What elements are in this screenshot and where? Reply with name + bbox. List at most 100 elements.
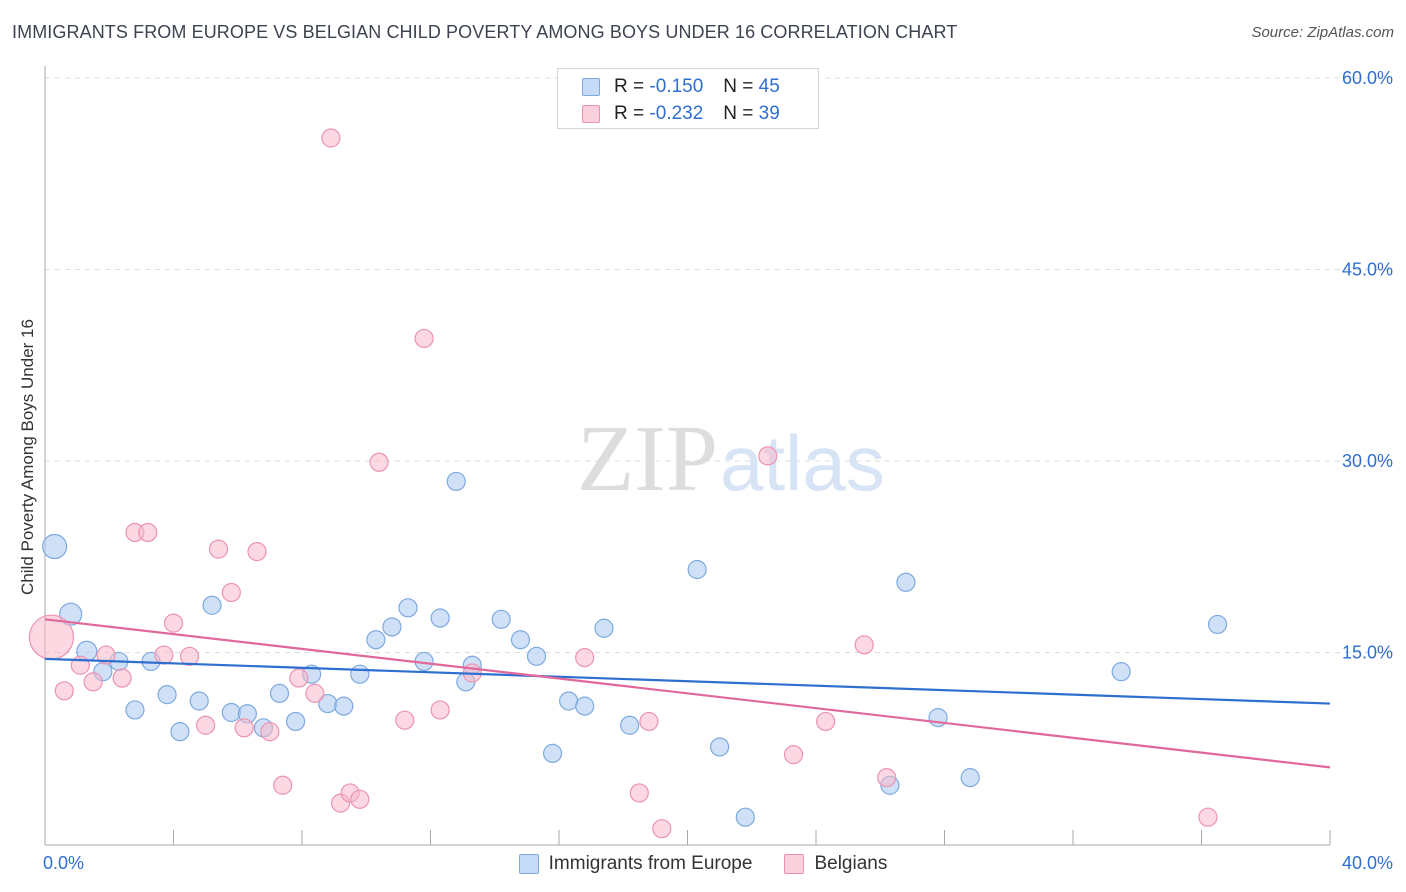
belgians-point: [163, 613, 184, 633]
europe-point: [896, 572, 916, 592]
belgians-swatch-icon: [582, 105, 600, 123]
belgians-point: [1198, 807, 1218, 827]
x-tick-label: 0.0%: [43, 853, 84, 873]
europe-point: [510, 630, 531, 650]
series-legend: Immigrants from Europe Belgians: [0, 852, 1406, 876]
legend-item-europe: Immigrants from Europe: [518, 852, 753, 876]
belgians-point: [350, 789, 370, 809]
belgians-point: [138, 522, 158, 543]
watermark: ZIP atlas: [577, 407, 885, 511]
belgians-point: [260, 722, 280, 742]
europe-point: [710, 737, 730, 757]
belgians-point: [395, 710, 415, 730]
belgians-point: [321, 128, 341, 148]
europe-point: [960, 768, 980, 788]
europe-point: [382, 617, 402, 637]
europe-point: [398, 598, 418, 618]
belgians-point: [96, 645, 116, 665]
legend-label-europe: Immigrants from Europe: [548, 853, 753, 874]
belgians-point: [414, 328, 434, 349]
belgians-point: [112, 668, 132, 688]
r-value: -0.232: [649, 103, 704, 124]
europe-point: [735, 807, 755, 827]
belgians-point: [639, 711, 659, 732]
europe-point: [269, 683, 290, 703]
axes: [44, 66, 1331, 846]
belgians-point: [629, 783, 649, 803]
stats-legend-row-belgians: R = -0.232 N = 39: [582, 103, 780, 125]
r-label: R =: [614, 76, 645, 97]
n-value: 45: [758, 76, 780, 97]
belgians-point: [575, 648, 595, 668]
europe-point: [430, 608, 450, 628]
legend-label-belgians: Belgians: [814, 853, 888, 874]
grid-lines: [45, 77, 1392, 653]
watermark-atlas: atlas: [720, 419, 885, 507]
europe-trend-line: [44, 657, 1331, 705]
europe-point: [559, 691, 579, 711]
europe-point: [42, 533, 68, 560]
stats-legend: R = -0.150 N = 45 R = -0.232 N = 39: [557, 68, 819, 129]
r-label: R =: [614, 103, 645, 124]
europe-point: [542, 743, 563, 763]
belgians-point: [208, 539, 229, 559]
stats-legend-row-europe: R = -0.150 N = 45: [582, 76, 780, 98]
belgians-point: [234, 718, 254, 738]
n-label: N =: [723, 76, 754, 97]
chart-title: IMMIGRANTS FROM EUROPE VS BELGIAN CHILD …: [12, 22, 958, 42]
europe-point: [202, 595, 222, 615]
n-value: 39: [758, 103, 780, 124]
belgians-point: [430, 700, 450, 720]
europe-point: [157, 685, 177, 705]
trend-lines: [44, 618, 1331, 769]
legend-item-belgians: Belgians: [784, 852, 887, 876]
belgians-trend-line: [44, 618, 1331, 769]
belgians-point: [783, 745, 804, 765]
belgians-swatch-icon: [784, 854, 805, 874]
belgians-point: [221, 582, 241, 603]
europe-point: [526, 646, 547, 666]
europe-swatch-icon: [518, 854, 539, 874]
belgians-point: [196, 715, 216, 735]
belgians-point: [877, 768, 897, 788]
y-tick-label: 30.0%: [1342, 451, 1393, 471]
belgians-point: [83, 672, 103, 692]
europe-point: [620, 715, 640, 735]
y-tick-label: 45.0%: [1342, 260, 1393, 280]
europe-point: [687, 559, 707, 580]
y-tick-label: 60.0%: [1342, 68, 1393, 88]
belgians-point: [54, 681, 74, 701]
europe-point: [1111, 662, 1131, 682]
belgians-point: [247, 542, 267, 562]
europe-point: [491, 609, 511, 629]
europe-point: [1207, 614, 1228, 635]
belgians-point: [816, 711, 836, 732]
belgians-point: [289, 668, 309, 688]
series-points: [28, 128, 1228, 839]
y-tick-label: 15.0%: [1342, 643, 1393, 663]
europe-swatch-icon: [582, 78, 600, 96]
n-label: N =: [723, 103, 754, 124]
tick-labels: 15.0% 30.0% 45.0% 60.0% 0.0% 40.0%: [43, 68, 1393, 873]
europe-point: [125, 700, 145, 720]
belgians-point: [652, 819, 672, 839]
europe-point: [189, 691, 209, 711]
belgians-point: [305, 683, 325, 703]
chart-source: Source: ZipAtlas.com: [1251, 24, 1394, 41]
x-tick-label: 40.0%: [1342, 853, 1393, 873]
belgians-point: [758, 446, 778, 466]
belgians-point: [179, 646, 200, 666]
europe-point: [575, 696, 595, 716]
belgians-point: [273, 775, 293, 795]
belgians-point: [854, 635, 874, 655]
watermark-zip: ZIP: [577, 407, 718, 511]
europe-point: [446, 471, 466, 492]
europe-point: [170, 722, 190, 742]
europe-point: [350, 664, 370, 684]
europe-point: [366, 630, 386, 650]
europe-point: [334, 696, 354, 716]
europe-point: [221, 702, 241, 723]
belgians-point: [154, 645, 174, 665]
belgians-point: [369, 452, 389, 472]
